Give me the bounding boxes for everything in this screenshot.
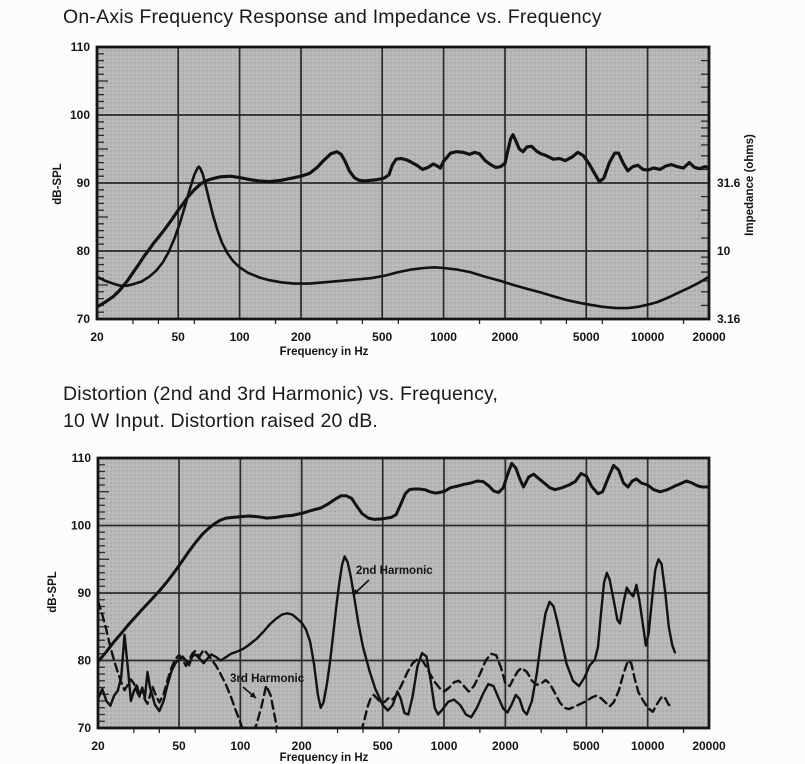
x-tick-2000: 2000 — [492, 739, 519, 753]
chart-distortion-vs-frequency: 2nd Harmonic 3rd Harmonic 110 100 90 80 70 20 50… — [47, 451, 726, 764]
output-level-curve — [98, 461, 709, 664]
impedance-tick-31.6: 31.6 — [717, 176, 741, 190]
x-tick-2000: 2000 — [492, 330, 519, 344]
impedance-axis-title: Impedance (ohms) — [744, 134, 756, 236]
y-tick-90: 90 — [78, 586, 92, 600]
x-tick-20000: 20000 — [692, 739, 726, 753]
chart-frequency-response-impedance: 110 100 90 80 70 20 50 100 200 500 1000 2000 5000 100… — [52, 40, 756, 358]
x-tick-500: 500 — [373, 739, 393, 753]
axis-tick-labels: 110 100 90 80 70 20 50 100 200 500 1000 2000 5000 100… — [71, 451, 726, 753]
x-tick-500: 500 — [372, 330, 392, 344]
third-harmonic-curve-label: 3rd Harmonic — [230, 673, 305, 685]
second-harmonic-curve-arrowhead — [353, 588, 360, 595]
y-tick-80: 80 — [78, 654, 92, 668]
bottom-chart-title-line-1: Distortion (2nd and 3rd Harmonic) vs. Fr… — [63, 383, 499, 405]
y-tick-80: 80 — [77, 244, 91, 258]
axis-tick-labels: 110 100 90 80 70 20 50 100 200 500 1000 2000 5000 100… — [70, 40, 741, 344]
impedance-tick-10: 10 — [717, 244, 731, 258]
x-tick-50: 50 — [172, 739, 186, 753]
top-chart-title: On-Axis Frequency Response and Impedance… — [63, 6, 602, 28]
y-tick-90: 90 — [77, 176, 91, 190]
second-harmonic-curve — [98, 555, 677, 719]
x-tick-5000: 5000 — [573, 330, 600, 344]
y-tick-110: 110 — [72, 451, 92, 465]
x-axis-title: Frequency in Hz — [280, 752, 369, 764]
x-tick-10000: 10000 — [631, 739, 665, 753]
bottom-chart-title-line-2: 10 W Input. Distortion raised 20 dB. — [63, 410, 379, 432]
x-tick-10000: 10000 — [631, 330, 665, 344]
x-tick-20: 20 — [91, 739, 105, 753]
x-tick-200: 200 — [291, 330, 311, 344]
plot-border — [95, 45, 711, 321]
x-tick-50: 50 — [172, 330, 186, 344]
impedance-tick-3.16: 3.16 — [717, 312, 741, 326]
y-tick-70: 70 — [78, 721, 92, 735]
y-tick-100: 100 — [70, 108, 90, 122]
x-tick-20000: 20000 — [692, 330, 726, 344]
x-axis-title: Frequency in Hz — [280, 346, 369, 358]
x-tick-200: 200 — [292, 739, 312, 753]
y-axis-title: dB-SPL — [52, 163, 64, 205]
y-axis-title: dB-SPL — [47, 571, 59, 613]
impedance-curve — [97, 165, 709, 310]
x-tick-1000: 1000 — [430, 330, 457, 344]
second-harmonic-curve-label: 2nd Harmonic — [356, 565, 433, 577]
third-harmonic-curve — [98, 599, 673, 728]
y-tick-100: 100 — [71, 519, 91, 533]
x-tick-1000: 1000 — [431, 739, 458, 753]
gridlines — [97, 47, 709, 319]
y-tick-110: 110 — [71, 40, 91, 54]
x-tick-100: 100 — [230, 330, 250, 344]
third-harmonic-curve-arrowhead — [249, 691, 256, 698]
x-tick-5000: 5000 — [573, 739, 600, 753]
x-tick-100: 100 — [230, 739, 250, 753]
plot-border — [96, 456, 711, 730]
y-tick-70: 70 — [77, 312, 91, 326]
x-tick-20: 20 — [90, 330, 104, 344]
